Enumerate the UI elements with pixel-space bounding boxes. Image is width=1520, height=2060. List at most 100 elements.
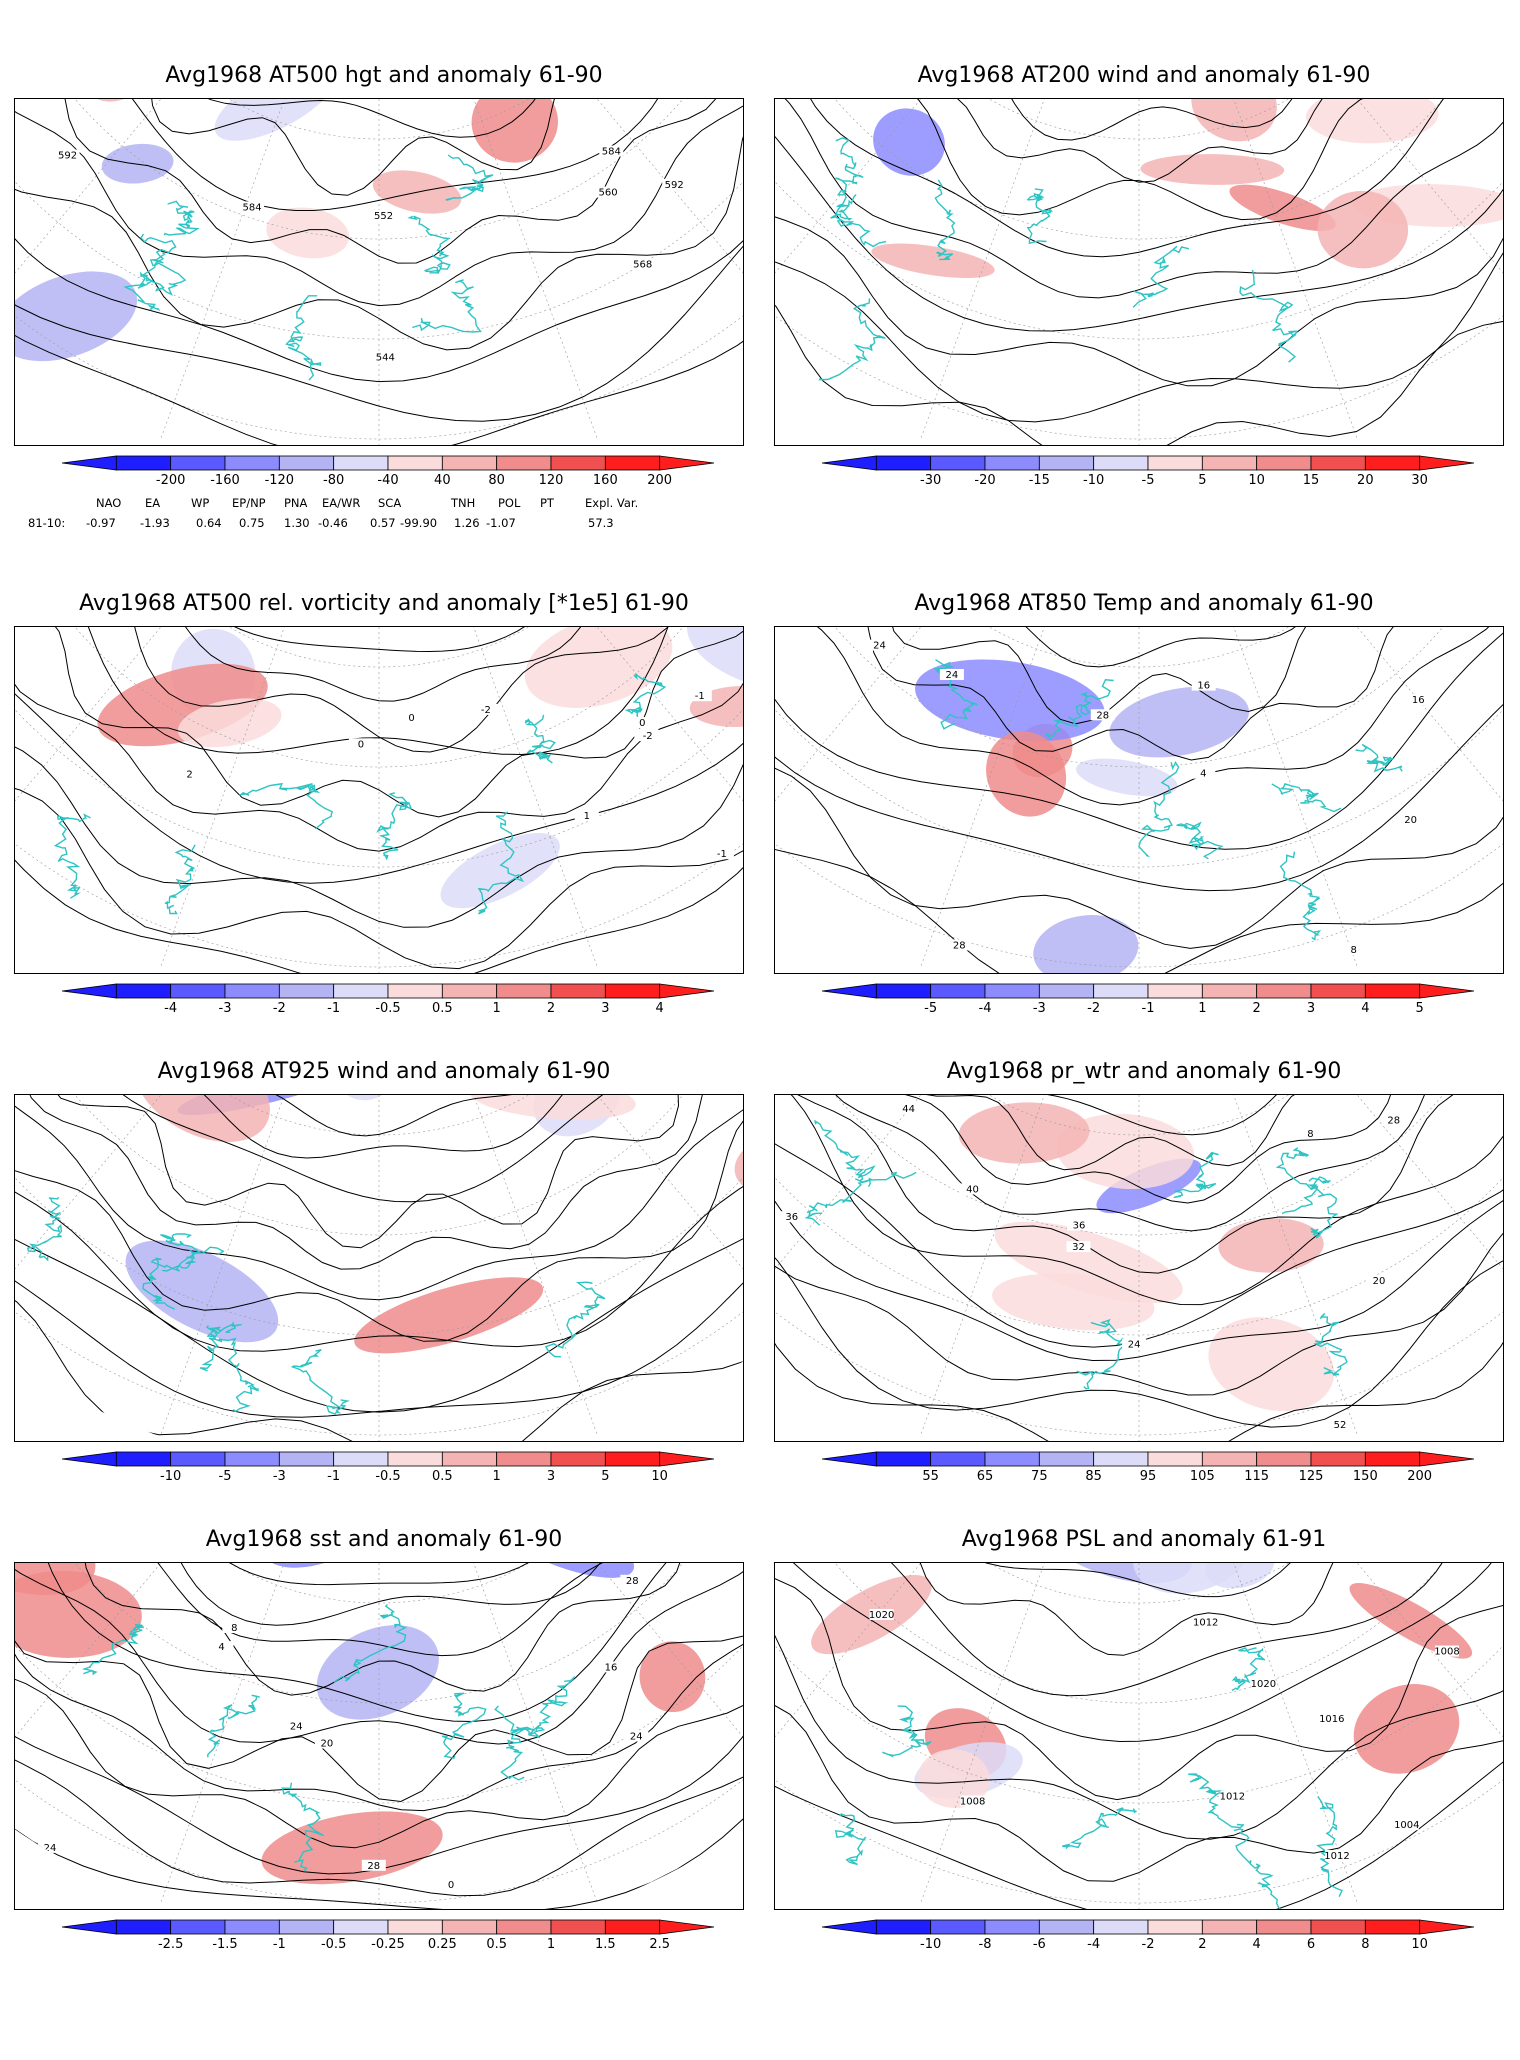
- coastline: [163, 200, 200, 236]
- index-value: -0.97: [86, 516, 116, 530]
- colorbar-bin: [441, 1451, 498, 1467]
- contour-label: 1004: [1394, 1820, 1419, 1831]
- colorbar-bin: [875, 1451, 932, 1467]
- anomaly-region: [1056, 1113, 1195, 1190]
- anomaly-region: [469, 1095, 636, 1120]
- coastline: [834, 137, 864, 216]
- coastline: [1173, 1151, 1219, 1199]
- colorbar-tick-label: 10: [1248, 473, 1265, 488]
- contour-line: [15, 1095, 743, 1301]
- contour-label: 0: [639, 718, 645, 729]
- contour-line: [775, 1095, 1503, 1306]
- contour-label: -1: [695, 691, 705, 702]
- colorbar-tick-label: -15: [1029, 473, 1050, 488]
- map-area: 0 4 8 16 20 24 28 28 24 24: [14, 1562, 744, 1910]
- contour-label: 24: [873, 641, 886, 652]
- colorbar-bin: [1038, 455, 1095, 471]
- contour-label: 20: [1373, 1276, 1386, 1287]
- contour-label-bg: [599, 145, 624, 157]
- colorbar-tick-label: -1: [327, 1001, 340, 1016]
- anomaly-region: [734, 1131, 743, 1197]
- contour-line: [775, 99, 1503, 332]
- contour-line: [15, 1563, 743, 1897]
- colorbar-arrow-right: [1419, 1919, 1475, 1935]
- contour-line: [866, 627, 1429, 668]
- contour-line: [807, 1095, 1472, 1171]
- colorbar-bin: [604, 983, 661, 999]
- longitude-line: [105, 1095, 380, 1441]
- index-header: PT: [540, 496, 554, 510]
- contour-line: [775, 1095, 1503, 1274]
- colorbar-tick-label: -2: [1142, 1937, 1155, 1952]
- contour-label: 1016: [1319, 1714, 1344, 1725]
- colorbar-bin: [1364, 1919, 1421, 1935]
- coastline: [1316, 1796, 1343, 1898]
- colorbar-tick-label: 8: [1361, 1937, 1369, 1952]
- map-area: [14, 1094, 744, 1442]
- colorbar: -30 -20 -15 -10 -5 5 10 15 20 30: [774, 452, 1514, 496]
- contour-label-bg: [687, 690, 712, 702]
- map-content: 000-1-11-22-20: [15, 627, 743, 973]
- anomaly-region: [177, 698, 282, 748]
- colorbar-tick-label: 5: [1198, 473, 1206, 488]
- colorbar-tick-label: 0.5: [486, 1937, 507, 1952]
- anomaly-region: [1208, 1317, 1335, 1412]
- contour-label-bg: [662, 178, 687, 190]
- contour-line: [775, 1095, 1503, 1362]
- coastline: [412, 279, 482, 333]
- colorbar-bin: [387, 983, 443, 999]
- coastline: [1355, 743, 1403, 773]
- colorbar-tick-label: 200: [647, 473, 672, 488]
- colorbar-tick-label: 55: [922, 1469, 939, 1484]
- map-area: [774, 98, 1504, 446]
- colorbar-tick-label: 2: [1253, 1001, 1261, 1016]
- colorbar-arrow-left: [821, 1451, 877, 1467]
- colorbar-bin: [170, 1451, 226, 1467]
- panel-title: Avg1968 sst and anomaly 61-90: [205, 1527, 563, 1552]
- colorbar-tick-label: 75: [1031, 1469, 1048, 1484]
- longitude-line: [378, 627, 653, 973]
- colorbar-bin: [170, 455, 226, 471]
- colorbar-tick-label: 3: [1307, 1001, 1315, 1016]
- colorbar-tick-label: -10: [160, 1469, 181, 1484]
- index-row-label: 81-10:: [28, 516, 66, 530]
- index-value: 1.30: [284, 516, 310, 530]
- coastline: [281, 1782, 324, 1872]
- contour-line: [779, 627, 1503, 761]
- index-value: -0.46: [318, 516, 348, 530]
- contour-label-bg: [630, 258, 655, 270]
- contour-label: 36: [1073, 1221, 1086, 1232]
- index-value: -99.90: [400, 516, 438, 530]
- colorbar-svg: -200 -160 -120 -80 -40 40 80 120 160 200: [61, 455, 715, 488]
- contour-line: [15, 99, 726, 211]
- contour-label: 544: [376, 352, 395, 363]
- coastline: [834, 1813, 866, 1866]
- colorbar-bin: [496, 1919, 552, 1935]
- coastline: [376, 792, 413, 861]
- map-svg: 36 32 28 24 20 8 52 44 40 36: [775, 1095, 1503, 1441]
- colorbar-tick-label: 5: [601, 1469, 609, 1484]
- contour-label: -1: [717, 849, 727, 860]
- anomaly-region: [15, 123, 18, 190]
- contour-label-bg: [1220, 1790, 1245, 1802]
- coastline: [164, 844, 196, 915]
- colorbar-tick-label: -1: [327, 1469, 340, 1484]
- contour-label: 28: [1096, 710, 1109, 721]
- coastline: [882, 1705, 932, 1758]
- contour-label-bg: [55, 149, 80, 161]
- anomaly-region: [214, 99, 337, 141]
- coastline: [81, 1624, 144, 1676]
- map-svg: 20 4 8 16 24 28 24 28 16: [775, 627, 1503, 973]
- anomaly-region: [524, 627, 673, 708]
- contour-label-bg: [240, 201, 265, 213]
- colorbar-tick-label: 40: [434, 473, 451, 488]
- map-svg: 0 48 16 20 24 28 28 24 24: [15, 1563, 743, 1909]
- colorbar-svg: -4 -3 -2 -1 -0.5 0.5 1 2 3 4: [61, 983, 715, 1016]
- colorbar-bin: [1147, 1919, 1203, 1935]
- colorbar: 55 65 75 85 95 105 115 125 150 200: [774, 1448, 1514, 1492]
- contour-line: [775, 627, 1503, 949]
- index-header: POL: [498, 496, 521, 510]
- anomaly-region: [1218, 1218, 1324, 1273]
- anomaly-region: [316, 1625, 439, 1720]
- contour-line: [775, 1095, 1503, 1428]
